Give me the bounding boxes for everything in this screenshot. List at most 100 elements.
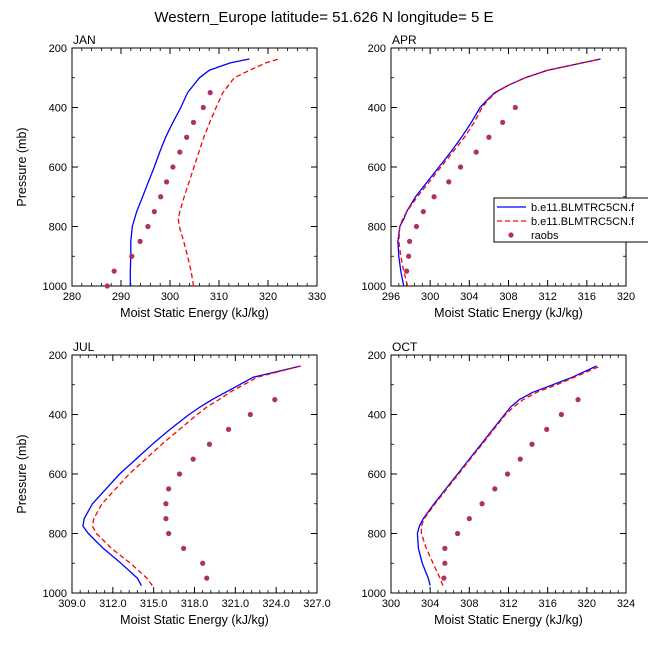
raobs-point [492,486,498,492]
x-tick-label: 324 [617,598,635,610]
raobs-point [163,179,170,185]
x-tick-label: 324.0 [262,598,290,610]
raobs-point [558,411,564,418]
y-tick-label: 600 [368,469,386,481]
x-tick-label: 320 [259,291,277,303]
legend-label: b.e11.BLMTRC5CN.f [531,202,635,214]
y-tick-label: 200 [368,350,386,362]
model1-series-line [397,58,601,287]
raobs-point [406,253,412,259]
x-tick-label: 300 [421,291,439,303]
raobs-point [190,119,197,125]
raobs-point [176,471,183,477]
panel-label: JUL [73,340,95,354]
x-axis-label: Moist Static Energy (kJ/kg) [434,306,583,320]
raobs-point [473,149,479,155]
x-tick-label: 310 [210,291,228,303]
raobs-point [166,486,172,492]
y-tick-label: 600 [49,162,67,174]
y-tick-label: 800 [49,529,67,541]
raobs-point [441,575,447,581]
raobs-point [184,134,190,140]
raobs-point [442,560,448,566]
raobs-point [190,456,196,462]
y-tick-label: 1000 [43,281,67,293]
raobs-point [457,164,464,170]
model2-series-line [398,58,601,287]
panel-jul: JUL 309.0 312.0 315.0 318.0 321.0 324.0 327.0 20… [15,340,331,627]
raobs-point [446,179,452,185]
model1-series-line [82,365,301,586]
raobs-point [466,516,472,522]
plot-frame [390,47,627,287]
raobs-point [479,501,485,507]
x-tick-label: 312 [499,598,517,610]
raobs-point [442,545,448,551]
legend-box [493,197,648,243]
x-tick-label: 308 [499,291,517,303]
legend: b.e11.BLMTRC5CN.f b.e11.BLMTRC5CN.f raobs [493,197,648,243]
raobs-point [104,283,110,289]
raobs-point [111,268,117,274]
panel-label: APR [392,33,417,47]
panel-label: OCT [392,340,418,354]
raobs-point [504,471,511,477]
raobs-point [204,575,210,581]
x-axis-label: Moist Static Energy (kJ/kg) [120,613,269,627]
y-axis-label: Pressure (mb) [15,127,29,206]
x-tick-label: 318.0 [181,598,209,610]
x-tick-label: 316 [538,598,556,610]
panel-jan: JAN 280 290 300 310 320 330 200 400 600 800 1000 Moi… [15,33,326,320]
y-tick-label: 400 [368,410,386,422]
y-tick-label: 1000 [362,281,386,293]
y-tick-label: 400 [49,410,67,422]
model2-series-line [420,365,601,586]
y-tick-label: 200 [49,350,67,362]
x-tick-label: 321.0 [222,598,250,610]
x-tick-label: 315.0 [140,598,168,610]
raobs-point [181,545,187,551]
x-tick-label: 304 [460,291,478,303]
raobs-point [129,253,135,259]
raobs-point [207,90,213,96]
model2-series-line [91,365,301,586]
y-tick-label: 200 [49,43,67,55]
panel-oct: OCT 300 304 308 312 316 320 324 200 400 600 800 1000… [362,340,636,627]
raobs-point [431,194,437,200]
x-tick-label: 316 [578,291,596,303]
raobs-point [200,560,206,566]
raobs-point [544,426,550,432]
figure-title: Western_Europe latitude= 51.626 N longit… [154,9,493,26]
raobs-point [529,441,535,447]
raobs-point [177,149,183,155]
raobs-point [200,104,206,111]
raobs-point [137,238,143,244]
x-tick-label: 312.0 [99,598,127,610]
model1-series-line [416,365,597,586]
raobs-point [151,209,157,215]
raobs-point [407,238,413,244]
legend-marker-raobs [508,232,514,238]
y-tick-label: 600 [49,469,67,481]
model2-series-line [177,58,279,287]
y-tick-label: 400 [49,103,67,115]
y-tick-label: 1000 [362,588,386,600]
x-tick-label: 309.0 [58,598,86,610]
y-tick-label: 800 [368,222,386,234]
raobs-point [420,209,426,215]
y-tick-label: 400 [368,103,386,115]
y-tick-label: 800 [49,222,67,234]
model1-series-line [129,58,250,286]
x-tick-label: 304 [421,598,439,610]
x-tick-label: 296 [382,291,400,303]
panel-label: JAN [73,33,96,47]
raobs-point [166,530,172,537]
x-axis-label: Moist Static Energy (kJ/kg) [434,613,583,627]
raobs-point [247,411,253,418]
raobs-point [517,456,523,462]
raobs-point [512,104,518,111]
x-tick-label: 300 [161,291,179,303]
raobs-point [206,441,213,447]
x-tick-label: 280 [63,291,81,303]
